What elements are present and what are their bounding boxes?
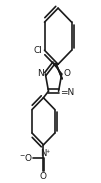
- Text: O: O: [64, 69, 71, 78]
- Text: N: N: [40, 149, 47, 158]
- Text: O: O: [40, 172, 47, 181]
- Text: Cl: Cl: [34, 46, 43, 55]
- Text: $^{+}$: $^{+}$: [45, 150, 50, 156]
- Text: $^{-}$O: $^{-}$O: [19, 152, 33, 163]
- Text: N: N: [37, 69, 44, 78]
- Text: =N: =N: [60, 88, 75, 97]
